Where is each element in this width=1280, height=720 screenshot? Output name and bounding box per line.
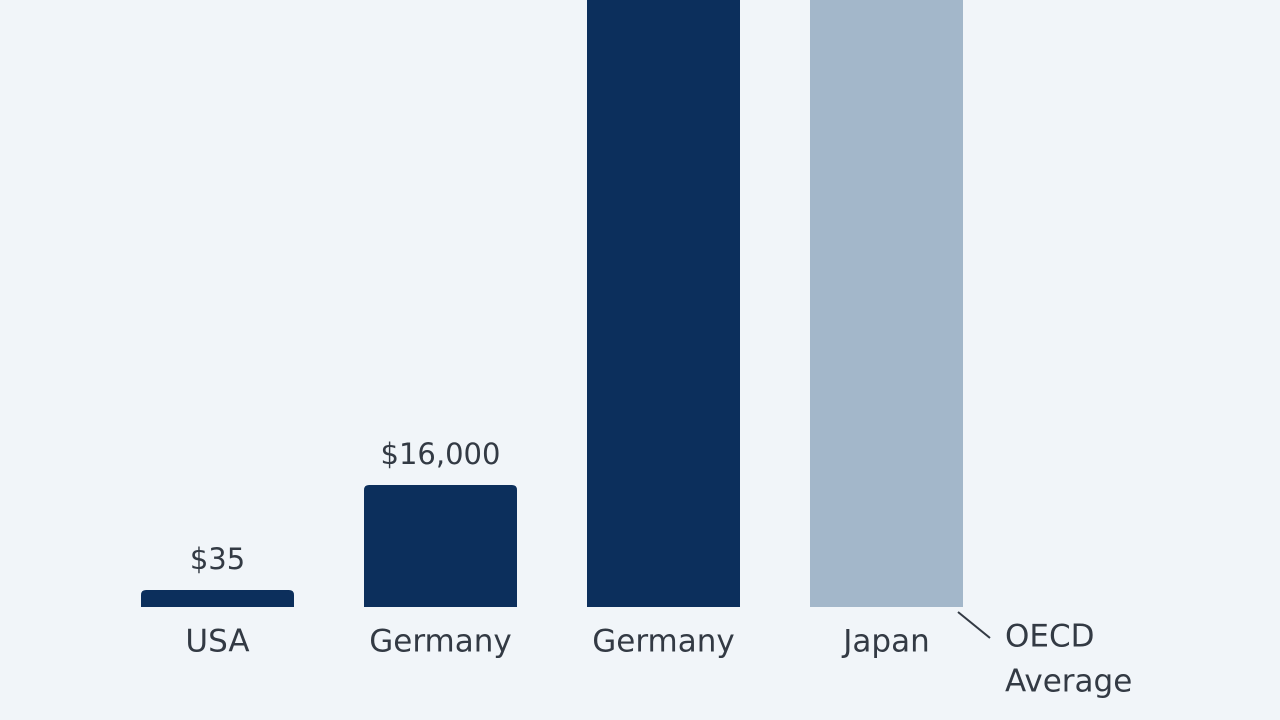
bar [587, 0, 740, 607]
annotation: Average [1005, 664, 1132, 700]
bar [364, 485, 517, 607]
x-tick-label: Germany [592, 624, 734, 660]
value-label: $35 [190, 542, 245, 576]
x-tick-label: Japan [841, 624, 929, 660]
bar [810, 0, 963, 607]
bar [141, 590, 294, 607]
value-label: $16,000 [381, 437, 501, 471]
x-tick-label: Germany [369, 624, 511, 660]
annotation: OECD [1005, 619, 1095, 655]
annotation-leader [957, 611, 991, 639]
x-tick-label: USA [185, 624, 249, 660]
